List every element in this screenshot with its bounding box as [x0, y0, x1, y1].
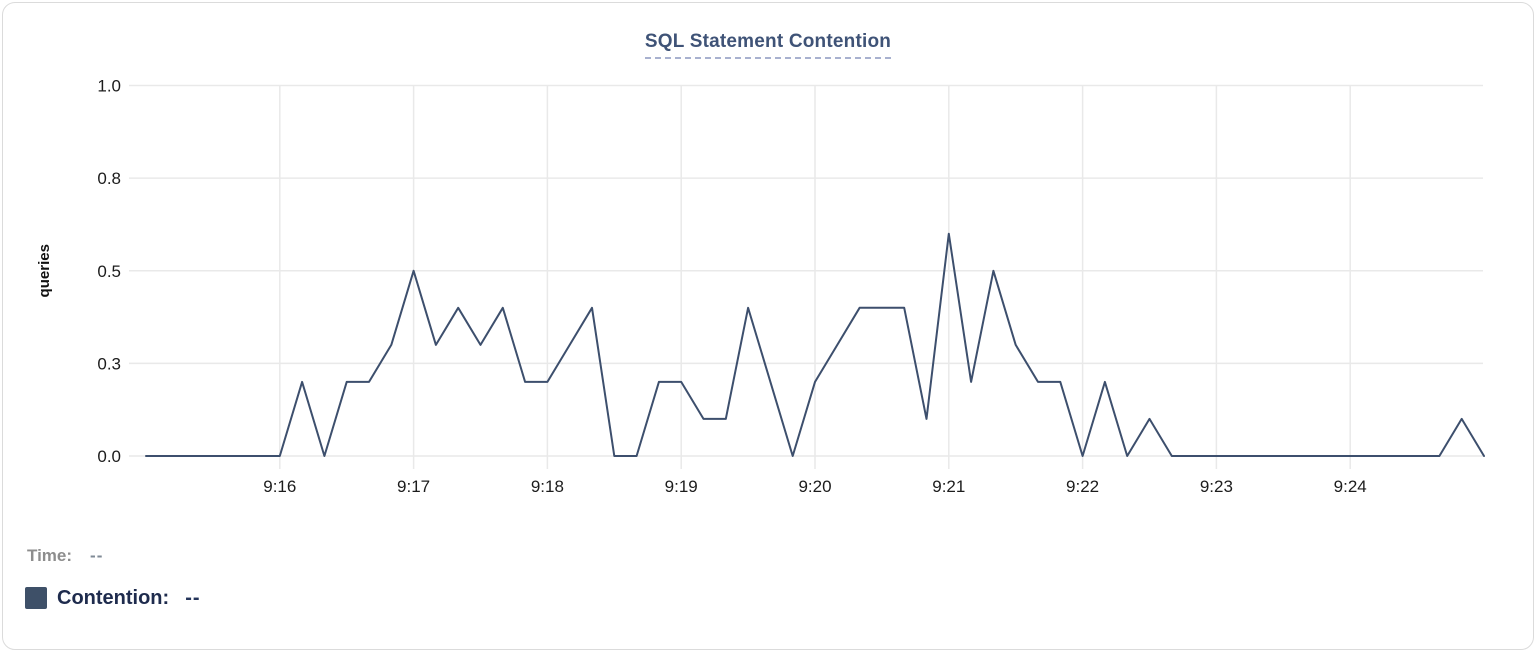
y-axis-label: queries	[36, 244, 53, 297]
y-tick-label: 0.3	[97, 354, 121, 373]
y-tick-label: 1.0	[97, 77, 121, 96]
legend-time-label: Time:	[27, 546, 73, 565]
x-tick-label: 9:20	[798, 477, 831, 496]
chart-header: SQL Statement Contention	[3, 31, 1533, 59]
legend-time-row: Time: --	[25, 546, 201, 566]
x-tick-label: 9:19	[665, 477, 698, 496]
legend-contention-value: --	[185, 586, 201, 609]
y-tick-label: 0.5	[97, 262, 121, 281]
legend-time-value: --	[90, 546, 104, 565]
x-tick-label: 9:22	[1066, 477, 1099, 496]
x-tick-label: 9:24	[1334, 477, 1367, 496]
legend-contention-row: Contention: --	[25, 585, 201, 611]
y-tick-label: 0.8	[97, 169, 121, 188]
x-tick-label: 9:21	[932, 477, 965, 496]
x-tick-label: 9:16	[263, 477, 296, 496]
chart-title[interactable]: SQL Statement Contention	[644, 31, 892, 59]
y-tick-label: 0.0	[97, 447, 121, 466]
contention-series-swatch	[25, 587, 47, 609]
x-tick-label: 9:18	[531, 477, 564, 496]
x-tick-label: 9:23	[1200, 477, 1233, 496]
x-tick-label: 9:17	[397, 477, 430, 496]
contention-line-chart[interactable]: 1.0 0.8 0.5 0.3 0.0 9:16 9:17 9:18 9:19 9:20 9:21 9…	[3, 3, 1534, 523]
contention-series-line	[145, 232, 1485, 457]
legend-contention-label: Contention:	[57, 586, 170, 609]
chart-legend: Time: -- Contention: --	[25, 546, 201, 611]
